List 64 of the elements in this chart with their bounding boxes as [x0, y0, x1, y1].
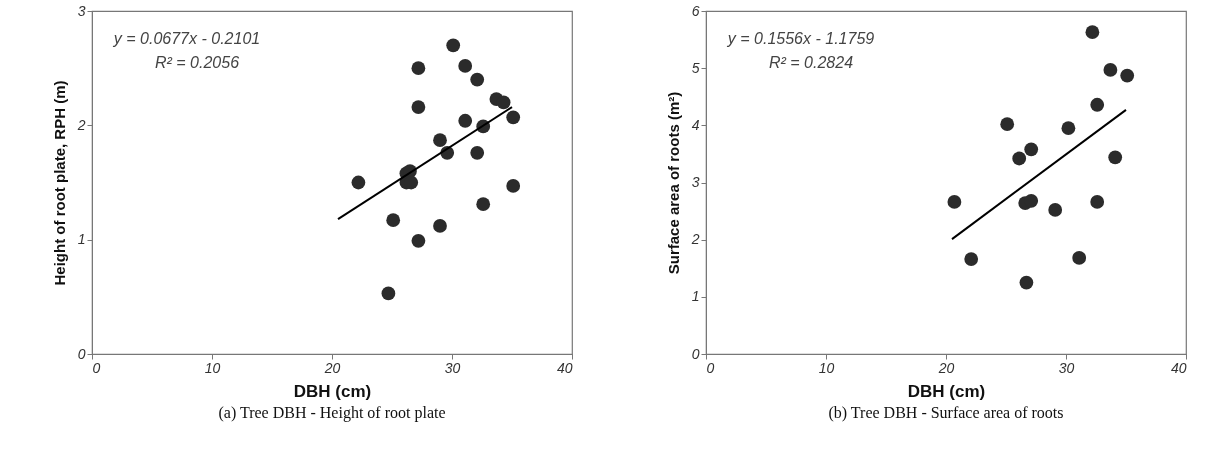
- y-tick-label: 2: [76, 116, 86, 133]
- annotation: R² = 0.2056: [154, 54, 240, 71]
- x-tick-label: 30: [444, 359, 461, 376]
- x-tick-label: 0: [92, 359, 101, 376]
- y-tick-label: 1: [691, 288, 700, 305]
- point: [1108, 150, 1123, 165]
- x-tick-label: 30: [1058, 359, 1075, 376]
- point: [1061, 121, 1076, 136]
- annotation: y = 0.0677x - 0.2101: [112, 30, 261, 47]
- point: [947, 195, 962, 209]
- x-tick-label: 10: [204, 359, 221, 376]
- x-tick-label: 20: [937, 359, 955, 376]
- point: [411, 233, 426, 248]
- point: [470, 145, 485, 160]
- point: [1000, 117, 1015, 132]
- point: [433, 133, 447, 148]
- point: [476, 197, 491, 212]
- point: [433, 219, 447, 233]
- y-tick-label: 2: [690, 231, 700, 248]
- point: [506, 110, 521, 125]
- y-tick-label: 6: [691, 2, 700, 19]
- point: [506, 179, 521, 193]
- point: [1019, 275, 1034, 290]
- point: [1012, 151, 1027, 166]
- point: [1072, 251, 1087, 265]
- point: [411, 100, 426, 114]
- point: [1120, 68, 1135, 83]
- point: [1103, 63, 1118, 77]
- text: (a) Tree DBH - Height of root plate: [218, 404, 446, 422]
- point: [458, 113, 473, 128]
- y-axis-title: Height of root plate, RPH (m): [50, 80, 68, 286]
- point: [1048, 203, 1063, 217]
- point: [1090, 195, 1105, 209]
- text: (b) Tree DBH - Surface area of roots: [828, 404, 1064, 422]
- point: [386, 213, 401, 228]
- point: [1024, 142, 1039, 157]
- x-axis-title: DBH (cm): [907, 381, 986, 401]
- annotation: y = 0.1556x - 1.1759: [726, 30, 875, 47]
- x-tick-label: 40: [1170, 359, 1187, 376]
- point: [381, 286, 396, 301]
- x-tick-label: 40: [556, 359, 573, 376]
- x-tick-label: 0: [706, 359, 715, 376]
- point: [458, 59, 473, 73]
- y-tick-label: 3: [691, 174, 700, 190]
- point: [964, 252, 979, 266]
- y-tick-label: 5: [691, 59, 700, 76]
- y-tick-label: 4: [691, 116, 700, 133]
- y-tick-label: 1: [77, 231, 86, 248]
- point: [351, 175, 366, 190]
- point: [446, 38, 461, 53]
- x-tick-label: 10: [818, 359, 835, 376]
- y-tick-label: 0: [691, 345, 700, 362]
- point: [470, 72, 485, 87]
- point: [1085, 25, 1100, 40]
- y-tick-label: 3: [77, 2, 86, 19]
- y-axis-title: Surface area of roots (m²): [664, 91, 682, 275]
- point: [411, 61, 426, 76]
- point: [1090, 97, 1105, 112]
- point: [1024, 193, 1039, 208]
- y-tick-label: 0: [77, 345, 86, 362]
- x-axis-title: DBH (cm): [293, 381, 372, 401]
- x-tick-label: 20: [323, 359, 341, 376]
- annotation: R² = 0.2824: [768, 54, 854, 71]
- point: [496, 95, 511, 110]
